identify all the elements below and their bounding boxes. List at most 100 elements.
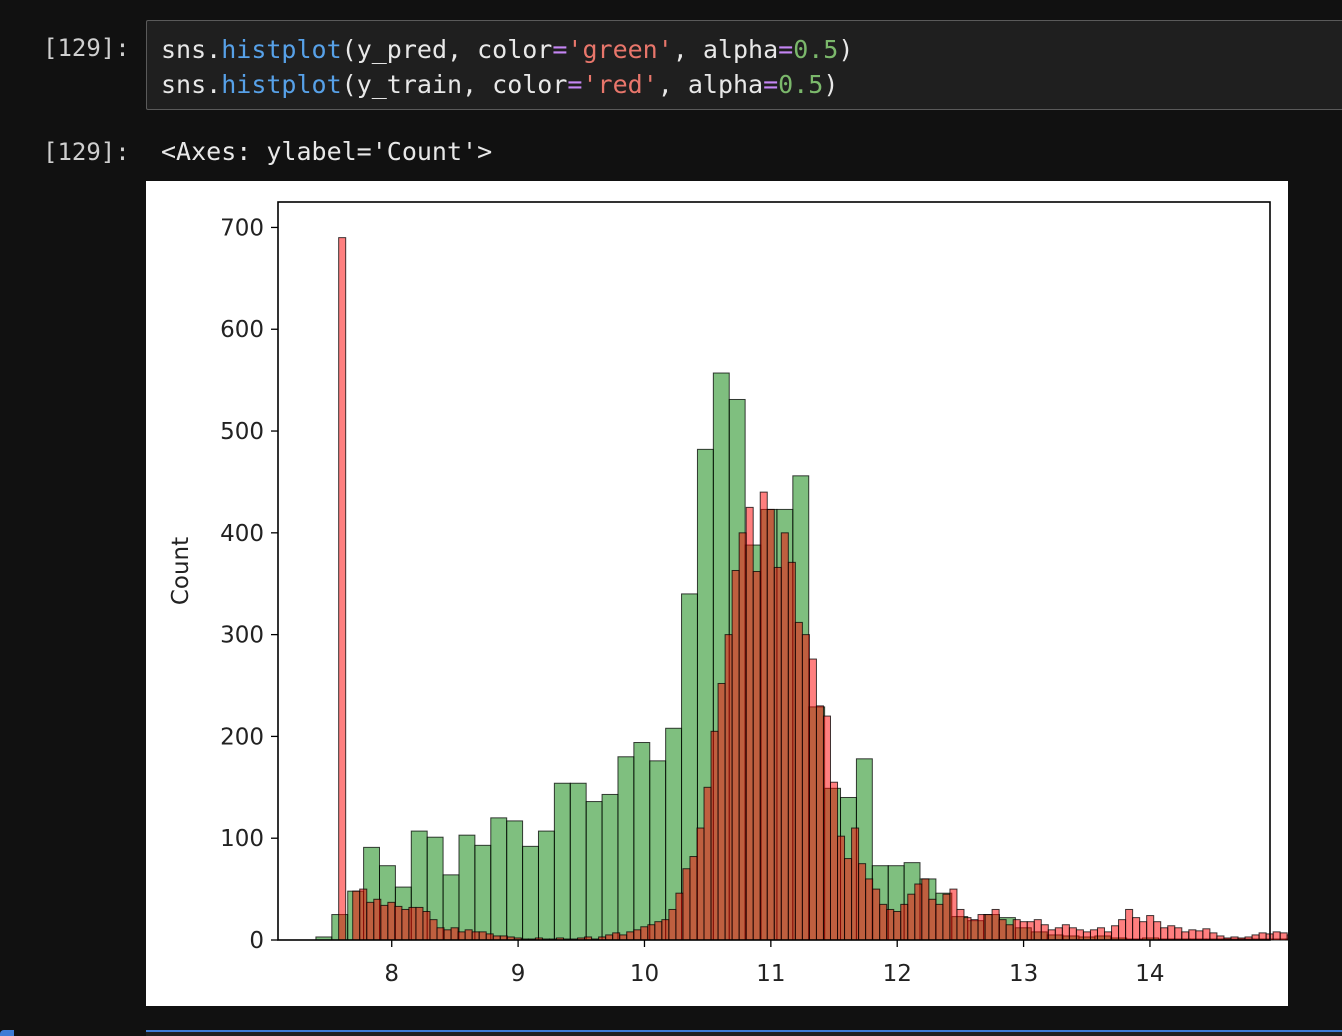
histogram-bar-y_train <box>668 908 677 941</box>
histogram-bar-y_train <box>1019 921 1028 941</box>
y-tick-label: 300 <box>220 623 264 649</box>
histogram-bar-y_train <box>415 906 424 941</box>
y-tick-label: 400 <box>220 521 264 547</box>
histogram-bar-y_train <box>359 888 368 941</box>
histogram-bar-y_train <box>443 929 452 941</box>
histogram-bar-y_train <box>633 929 642 941</box>
code-token: = <box>567 70 583 99</box>
histogram-bar-y_train <box>780 532 789 941</box>
histogram-bar-y_pred <box>633 742 651 941</box>
x-tick-label: 9 <box>511 961 526 987</box>
histogram-bar-y_train <box>956 908 965 941</box>
histogram-bar-y_train <box>1132 917 1141 941</box>
x-tick-label: 14 <box>1135 961 1164 987</box>
histogram-bar-y_train <box>1111 925 1120 941</box>
histogram-bar-y_train <box>766 508 775 941</box>
histogram-bar-y_train <box>1054 927 1063 941</box>
histogram-bar-y_pred <box>617 756 635 941</box>
histogram-bar-y_train <box>851 827 860 941</box>
code-token: sns. <box>161 35 222 64</box>
histogram-bar-y_train <box>837 835 846 941</box>
histogram-bar-y_pred <box>490 817 508 941</box>
histogram-bar-y_train <box>436 927 445 941</box>
histogram-bar-y_train <box>1286 934 1288 941</box>
histogram-bar-y_train <box>815 705 824 941</box>
histogram-bar-y_train <box>1061 924 1070 941</box>
histogram-bar-y_pred <box>522 845 539 941</box>
code-token: histplot <box>221 35 342 64</box>
histogram-bar-y_train <box>457 931 466 941</box>
histogram-bar-y_train <box>612 932 621 941</box>
histogram-bar-y_train <box>401 908 410 941</box>
histogram-bar-y_train <box>928 898 937 941</box>
histogram-bar-y_train <box>654 921 663 941</box>
histogram-bar-y_train <box>1153 921 1162 941</box>
histogram-bar-y_train <box>1082 931 1091 941</box>
histogram-bar-y_train <box>1139 921 1148 941</box>
y-tick-label: 700 <box>220 215 264 241</box>
histogram-bar-y_train <box>1040 924 1049 941</box>
histogram-bar-y_train <box>787 561 796 941</box>
code-lines[interactable]: sns.histplot(y_pred, color='green', alph… <box>161 32 853 102</box>
histogram-bar-y_train <box>822 715 831 941</box>
code-token: (y_train, color <box>341 70 568 99</box>
histogram-bar-y_pred <box>569 782 587 941</box>
histogram-chart: 0 100 200 300 400 500 600 700 8 9 10 11 12 13 14 Count <box>146 181 1288 1006</box>
histogram-bar-y_train <box>829 781 839 941</box>
histogram-bar-y_train <box>717 682 726 941</box>
histogram-bar-y_train <box>408 906 417 941</box>
axes-frame <box>277 201 1271 941</box>
code-token: (y_pred, color <box>341 35 553 64</box>
code-token: 0.5 <box>793 35 839 64</box>
histogram-bar-y_train <box>1118 919 1127 941</box>
histogram-bar-y_train <box>640 926 649 941</box>
code-line[interactable]: sns.histplot(y_pred, color='green', alph… <box>161 32 853 67</box>
histogram-bar-y_train <box>1188 929 1197 941</box>
code-line[interactable]: sns.histplot(y_train, color='red', alpha… <box>161 67 853 102</box>
histogram-bar-y_train <box>1104 931 1113 941</box>
histogram-bar-y_train <box>914 883 923 941</box>
histogram-bar-y_train <box>366 901 375 941</box>
histogram-bar-y_train <box>921 878 930 941</box>
histogram-bar-y_train <box>977 914 986 941</box>
histogram-bar-y_train <box>970 919 979 941</box>
histogram-bar-y_train <box>963 917 972 941</box>
histogram-bar-y_train <box>1012 919 1021 941</box>
histogram-bar-y_train <box>794 621 803 941</box>
histogram-bar-y_train <box>1195 930 1204 941</box>
output-repr-text: <Axes: ylabel='Count'> <box>161 137 493 166</box>
histogram-bar-y_train <box>942 893 951 941</box>
y-tick-label: 200 <box>220 724 264 750</box>
code-token: 'green' <box>567 35 673 64</box>
histogram-bar-y_train <box>1075 929 1084 941</box>
histogram-bar-y_pred <box>585 801 603 941</box>
histogram-bar-y_train <box>893 911 902 941</box>
y-tick-label: 600 <box>220 317 264 343</box>
histogram-bar-y_train <box>1258 932 1267 941</box>
histogram-bar-y_train <box>471 931 480 941</box>
histogram-bar-y_pred <box>601 793 619 941</box>
code-cell-editor[interactable]: sns.histplot(y_pred, color='green', alph… <box>146 20 1342 110</box>
y-tick-label: 500 <box>220 419 264 445</box>
histogram-bar-y_train <box>338 237 347 941</box>
histogram-bar-y_train <box>872 888 881 941</box>
histogram-bar-y_train <box>647 924 656 941</box>
histogram-bar-y_train <box>703 786 712 941</box>
code-token: = <box>552 35 568 64</box>
histogram-bar-y_train <box>380 904 389 941</box>
histogram-bar-y_train <box>682 868 691 941</box>
next-cell-editor[interactable] <box>146 1030 1342 1036</box>
histogram-bar-y_train <box>1026 921 1035 941</box>
x-tick-label: 8 <box>384 961 399 987</box>
histogram-bar-y_train <box>387 901 396 941</box>
histogram-bar-y_train <box>1181 931 1190 941</box>
histogram-bar-y_train <box>373 898 382 941</box>
histogram-bar-y_train <box>1146 915 1155 941</box>
code-token: histplot <box>221 70 342 99</box>
histogram-bar-y_train <box>801 634 810 941</box>
histogram-bar-y_train <box>478 931 487 941</box>
histogram-bar-y_train <box>675 892 684 941</box>
histogram-bar-y_train <box>450 927 459 941</box>
histogram-bar-y_train <box>886 908 895 941</box>
